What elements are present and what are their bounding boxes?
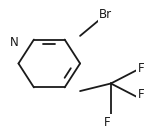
Text: Br: Br bbox=[99, 8, 112, 21]
Text: N: N bbox=[10, 36, 19, 49]
Text: F: F bbox=[138, 62, 144, 75]
Text: F: F bbox=[104, 116, 110, 129]
Text: F: F bbox=[138, 88, 144, 101]
